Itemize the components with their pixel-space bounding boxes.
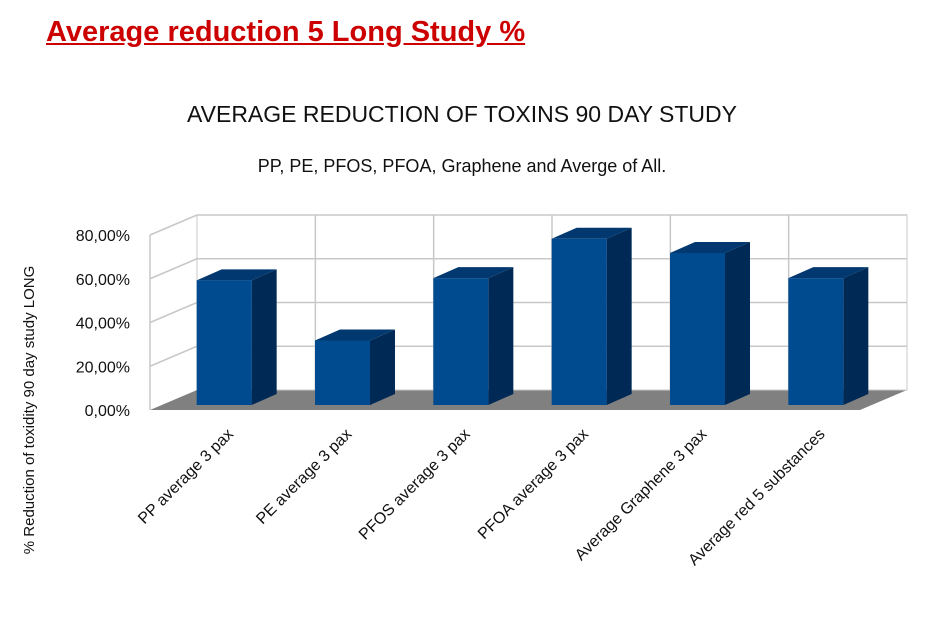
side-gridline <box>149 258 198 280</box>
bar-front <box>670 252 725 405</box>
y-tick-label: 20,00% <box>76 359 130 376</box>
x-tick-label: Average Graphene 3 pax <box>572 426 710 564</box>
bar-side <box>251 269 277 405</box>
x-tick-label: PP average 3 pax <box>135 426 237 528</box>
bar-front <box>315 340 370 405</box>
side-gridline <box>149 214 198 236</box>
bar-side <box>725 241 750 405</box>
bar-top <box>788 267 869 279</box>
x-tick-label: PFOS average 3 pax <box>356 426 474 544</box>
chart-title: AVERAGE REDUCTION OF TOXINS 90 DAY STUDY <box>187 101 737 127</box>
bar-front <box>433 278 489 405</box>
bar <box>551 227 632 405</box>
y-tick-label: 60,00% <box>76 272 130 289</box>
bar-top <box>670 241 750 253</box>
x-tick-label: PFOA average 3 pax <box>475 426 592 543</box>
bar-side <box>606 227 632 405</box>
y-tick-label: 80,00% <box>76 228 130 245</box>
y-tick-label: 40,00% <box>76 316 130 333</box>
x-tick-label: PE average 3 pax <box>253 426 355 528</box>
y-axis-label: % Reduction of toxidity 90 day study LON… <box>21 266 38 554</box>
bar <box>196 269 277 405</box>
bar-top <box>315 329 395 341</box>
page-title: Average reduction 5 Long Study % <box>46 16 526 48</box>
bar-side <box>370 329 395 405</box>
bar-side <box>488 267 514 405</box>
bar-top <box>433 267 514 279</box>
bar <box>788 267 869 405</box>
bar <box>315 329 395 405</box>
bar-top <box>196 269 277 281</box>
bar-front <box>788 278 844 405</box>
x-tick-label: Average red 5 substances <box>685 426 828 569</box>
side-gridline <box>149 345 198 367</box>
bar <box>670 241 750 405</box>
bar <box>433 267 514 405</box>
bar-top <box>551 227 632 239</box>
side-gridline <box>149 301 198 324</box>
chart-subtitle: PP, PE, PFOS, PFOA, Graphene and Averge … <box>258 156 667 176</box>
y-tick-label: 0,00% <box>85 403 130 420</box>
bar-front <box>196 280 252 405</box>
bar-front <box>551 238 607 405</box>
bar-side <box>843 267 869 405</box>
